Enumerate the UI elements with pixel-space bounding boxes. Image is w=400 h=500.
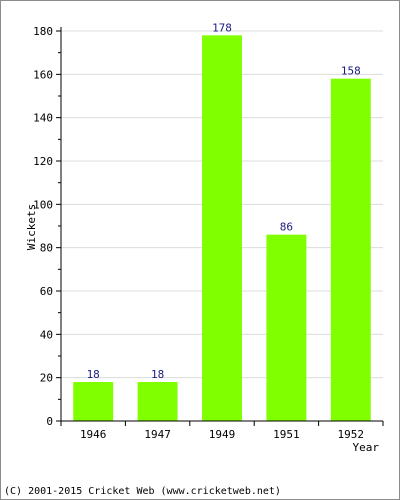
x-tick-label: 1946 (80, 428, 107, 441)
y-tick-label: 180 (33, 25, 53, 38)
y-tick-label: 40 (40, 328, 53, 341)
x-tick-label: 1952 (338, 428, 365, 441)
bars (73, 35, 371, 422)
bar (266, 234, 307, 421)
axes (56, 27, 384, 426)
bar-chart: 0 20 40 60 80 100 120 140 160 180 18 1946 18 1947 178 1… (25, 21, 384, 454)
y-tick-label: 140 (33, 112, 53, 125)
copyright-text: (C) 2001-2015 Cricket Web (www.cricketwe… (4, 486, 281, 497)
x-tick-label: 1951 (273, 428, 300, 441)
x-tick-label: 1947 (144, 428, 171, 441)
y-tick-label: 100 (33, 198, 53, 211)
bar (73, 382, 114, 421)
data-label: 158 (341, 65, 361, 78)
y-tick-label: 60 (40, 285, 53, 298)
bar (202, 35, 242, 421)
data-label: 86 (280, 221, 293, 234)
data-label: 18 (87, 368, 100, 381)
y-tick-label: 20 (40, 372, 53, 385)
y-tick-label: 120 (33, 155, 53, 168)
x-axis-title: Year (353, 441, 380, 454)
bar (330, 78, 371, 422)
bar (137, 382, 178, 421)
labels: 0 20 40 60 80 100 120 140 160 180 18 1946 18 1947 178 1… (33, 21, 364, 441)
data-label: 18 (151, 368, 164, 381)
y-axis-title: Wickets (25, 204, 38, 250)
y-tick-label: 160 (33, 68, 53, 81)
y-tick-label: 80 (40, 242, 53, 255)
x-tick-label: 1949 (209, 428, 236, 441)
y-tick-label: 0 (46, 415, 53, 428)
data-label: 178 (212, 21, 232, 34)
